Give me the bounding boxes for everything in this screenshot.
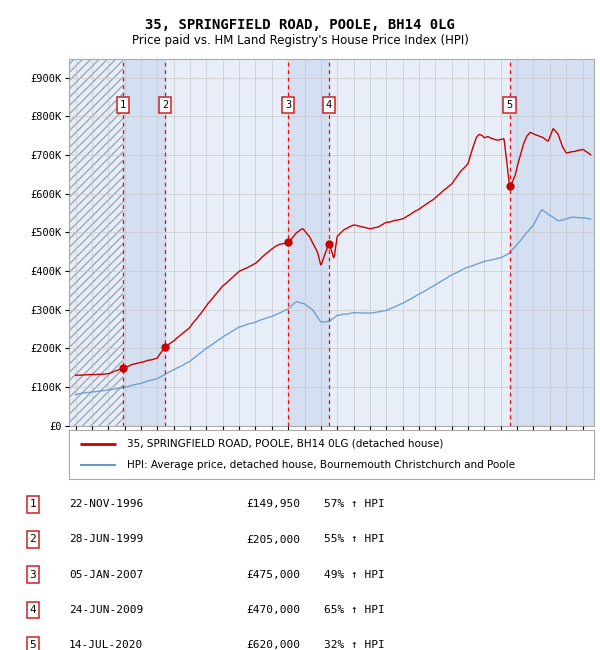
Text: £470,000: £470,000 [246,604,300,615]
Text: 35, SPRINGFIELD ROAD, POOLE, BH14 0LG: 35, SPRINGFIELD ROAD, POOLE, BH14 0LG [145,18,455,32]
Text: 4: 4 [326,100,332,110]
Text: 5: 5 [29,640,37,650]
Text: Price paid vs. HM Land Registry's House Price Index (HPI): Price paid vs. HM Land Registry's House … [131,34,469,47]
Text: 3: 3 [285,100,292,110]
Text: 1: 1 [29,499,37,510]
Text: 65% ↑ HPI: 65% ↑ HPI [324,604,385,615]
Text: 24-JUN-2009: 24-JUN-2009 [69,604,143,615]
Text: 49% ↑ HPI: 49% ↑ HPI [324,569,385,580]
Text: 35, SPRINGFIELD ROAD, POOLE, BH14 0LG (detached house): 35, SPRINGFIELD ROAD, POOLE, BH14 0LG (d… [127,439,443,449]
Text: £475,000: £475,000 [246,569,300,580]
Text: 32% ↑ HPI: 32% ↑ HPI [324,640,385,650]
Bar [69,58,123,426]
Text: 2: 2 [29,534,37,545]
Text: £205,000: £205,000 [246,534,300,545]
Text: 55% ↑ HPI: 55% ↑ HPI [324,534,385,545]
Text: 2: 2 [162,100,169,110]
Text: 1: 1 [120,100,126,110]
Text: 57% ↑ HPI: 57% ↑ HPI [324,499,385,510]
Text: £149,950: £149,950 [246,499,300,510]
Bar [123,58,166,426]
Text: 14-JUL-2020: 14-JUL-2020 [69,640,143,650]
Text: 5: 5 [506,100,512,110]
Bar [289,58,329,426]
Text: £620,000: £620,000 [246,640,300,650]
Text: HPI: Average price, detached house, Bournemouth Christchurch and Poole: HPI: Average price, detached house, Bour… [127,460,515,471]
Text: 28-JUN-1999: 28-JUN-1999 [69,534,143,545]
Text: 4: 4 [29,604,37,615]
Bar [509,58,594,426]
Text: 3: 3 [29,569,37,580]
Text: 05-JAN-2007: 05-JAN-2007 [69,569,143,580]
Text: 22-NOV-1996: 22-NOV-1996 [69,499,143,510]
